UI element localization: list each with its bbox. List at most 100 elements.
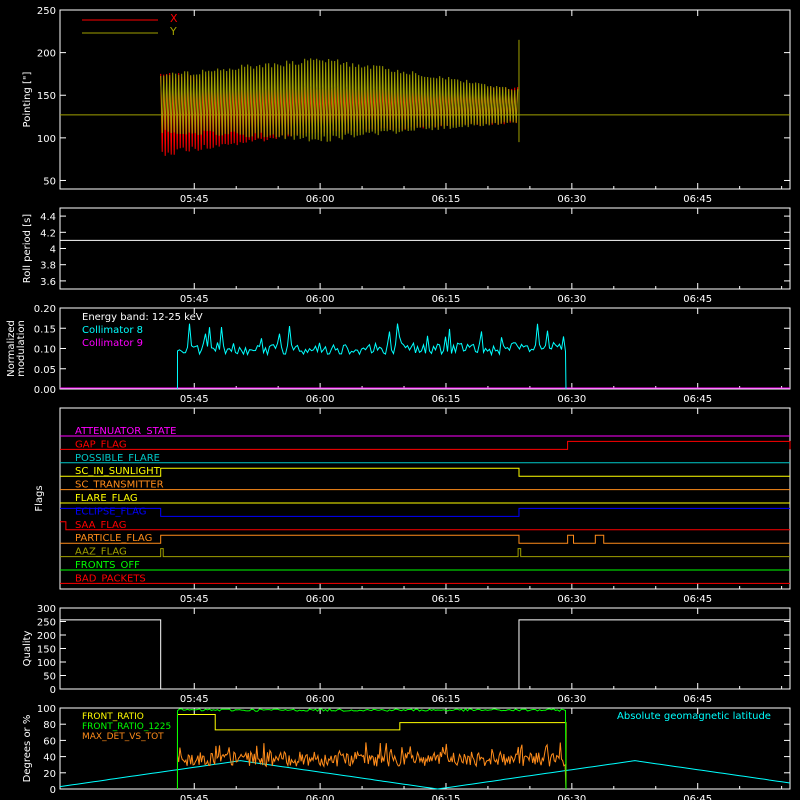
flag-line-gap_flag [60,440,791,450]
modulation-legend-c8: Collimator 8 [82,325,143,336]
quality-series [60,619,790,690]
modulation-ytick-label: 0.10 [34,345,56,356]
flag-label: POSSIBLE_FLARE [75,453,160,464]
pointing-ylabel: Pointing ["] [22,71,33,127]
ratios-geomag-label: Absolute geomagnetic latitude [617,711,771,722]
plot-layer: 05:45 06:00 06:15 06:30 06:4550100150200250P… [6,6,791,800]
ratios-ytick-label: 40 [43,753,56,764]
roll-ytick-label: 4.4 [40,212,56,223]
quality-ytick-label: 250 [37,618,56,629]
flag-label: PARTICLE_FLAG [75,533,152,544]
pointing-frame [59,9,791,190]
quality-ytick-label: 0 [50,685,56,696]
modulation-xtick-label: 06:45 [683,394,712,405]
pointing-ytick-label: 50 [43,176,56,187]
flag-label: SC_IN_SUNLIGHT [75,466,161,477]
quality-xtick-label: 06:45 [683,694,712,705]
roll-ylabel: Roll period [s] [22,214,33,283]
ratios-ytick-label: 0 [50,785,56,796]
quality-xtick-label: 06:15 [432,694,461,705]
modulation-ylabel-2: modulation [16,320,27,377]
pointing-legend-label: Y [169,25,177,38]
pointing-ytick-label: 200 [37,49,56,60]
flag-line-aaz_flag [60,548,790,558]
roll-ytick-label: 3.8 [40,261,56,272]
flag-label: ECLIPSE_FLAG [75,506,146,517]
ratios-xtick-label: 06:00 [306,794,335,800]
flag-line-particle_flag [60,534,790,544]
flag-label: BAD_PACKETS [75,573,146,584]
quality-ytick-label: 150 [37,645,56,656]
ratios-xtick-label: 06:45 [683,794,712,800]
ratios-ylabel: Degrees or % [22,715,33,783]
flags-xtick-label: 05:45 [180,594,209,605]
pointing-ytick-label: 150 [37,91,56,102]
flags-xtick-label: 06:45 [683,594,712,605]
ratios-ytick-label: 60 [43,736,56,747]
quality-ytick-label: 300 [37,604,56,615]
roll-ytick-label: 4.2 [40,228,56,239]
pointing-xtick-label: 06:30 [557,194,586,205]
roll-xtick-label: 06:15 [432,294,461,305]
roll-xtick-label: 05:45 [180,294,209,305]
roll-ytick-label: 4 [50,245,56,256]
ratios-geomag-latitude [59,760,791,790]
modulation-xtick-label: 06:30 [557,394,586,405]
quality-ytick-label: 100 [37,658,56,669]
ratios-ytick-label: 100 [37,704,56,715]
ratios-ytick-label: 80 [43,720,56,731]
modulation-energy-band: Energy band: 12-25 keV [82,312,203,323]
modulation-ytick-label: 0.05 [34,365,56,376]
pointing-ytick-label: 250 [37,6,56,17]
modulation-ylabel: Normalized [6,320,17,377]
flag-label: FRONTS_OFF [75,560,140,571]
pointing-xtick-label: 06:45 [683,194,712,205]
flags-frame [59,407,791,590]
modulation-xtick-label: 06:15 [432,394,461,405]
modulation-series-c8 [176,323,567,390]
flags-xtick-label: 06:15 [432,594,461,605]
ratios-xtick-label: 05:45 [180,794,209,800]
ratios-xtick-label: 06:15 [432,794,461,800]
pointing-xtick-label: 06:00 [306,194,335,205]
roll-xtick-label: 06:30 [557,294,586,305]
roll-xtick-label: 06:00 [306,294,335,305]
pointing-legend-label: X [170,12,178,25]
ratios-ytick-label: 20 [43,769,56,780]
quality-ytick-label: 200 [37,631,56,642]
ratios-legend-label: FRONT_RATIO [82,712,144,722]
flag-label: ATTENUATOR_STATE [75,426,176,437]
pointing-series-Y [160,58,519,142]
flags-ylabel: Flags [34,485,45,511]
roll-xtick-label: 06:45 [683,294,712,305]
pointing-ytick-label: 100 [37,134,56,145]
modulation-xtick-label: 05:45 [180,394,209,405]
ratios-frame [59,707,791,790]
flag-label: AAZ_FLAG [75,547,127,558]
pointing-xtick-label: 05:45 [180,194,209,205]
flags-xtick-label: 06:00 [306,594,335,605]
modulation-legend-c9: Collimator 9 [82,338,143,349]
quality-xtick-label: 06:30 [557,694,586,705]
ratios-series-front-ratio [176,713,567,789]
ratios-legend-label: MAX_DET_VS_TOT [82,732,164,742]
flag-label: GAP_FLAG [75,439,127,450]
quality-ylabel: Quality [22,631,33,667]
flag-line-eclipse_flag [60,507,790,517]
pointing-xtick-label: 06:15 [432,194,461,205]
flag-line-saa_flag [60,521,790,531]
ratios-xtick-label: 06:30 [557,794,586,800]
modulation-xtick-label: 06:00 [306,394,335,405]
quality-xtick-label: 05:45 [180,694,209,705]
modulation-ytick-label: 0.20 [34,304,56,315]
flag-label: SC_TRANSMITTER [75,480,164,491]
flags-xtick-label: 06:30 [557,594,586,605]
roll-ytick-label: 3.6 [40,277,56,288]
modulation-ytick-label: 0.00 [34,385,56,396]
flag-label: FLARE_FLAG [75,493,138,504]
ratios-legend-label: FRONT_RATIO_1225 [82,722,171,732]
flag-line-sc_in_sunlight [60,467,790,477]
flag-label: SAA_FLAG [75,520,126,531]
modulation-ytick-label: 0.15 [34,324,56,335]
